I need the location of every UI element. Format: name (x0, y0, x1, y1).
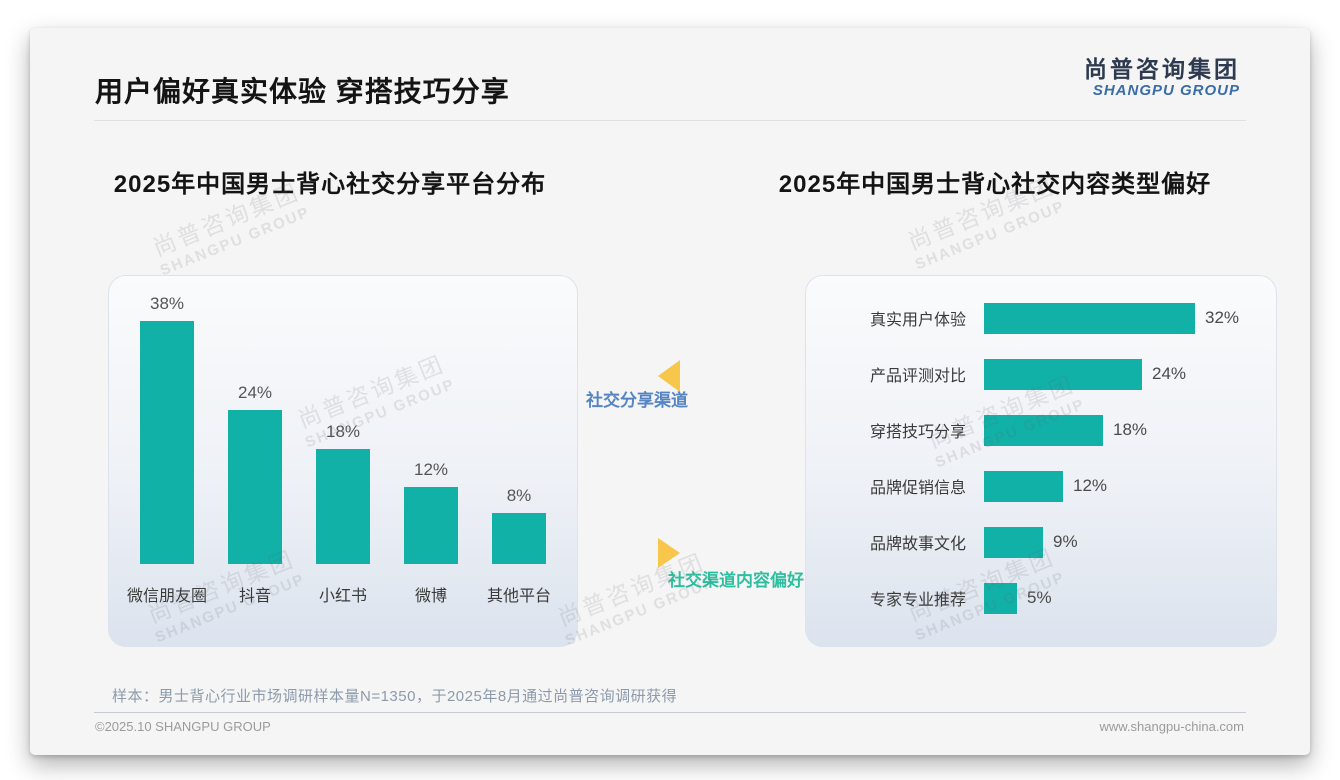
bar-category-label: 小红书 (318, 588, 367, 605)
chart-row: 品牌促销信息 12% (806, 470, 1276, 502)
chart-row: 穿搭技巧分享 18% (806, 414, 1276, 446)
bar (984, 470, 1063, 502)
bar (984, 358, 1142, 390)
chart-row: 产品评测对比 24% (806, 358, 1276, 390)
row-value-label: 24% (1152, 364, 1187, 383)
left-chart-bars: 38% 24% 18% 12% 8% (123, 294, 563, 564)
logo-chinese-text: 尚普咨询集团 (1084, 56, 1240, 82)
copyright-text: ©2025.10 SHANGPU GROUP (95, 719, 271, 734)
arrow-right-icon (658, 538, 680, 568)
bar-category-label: 其他平台 (486, 588, 551, 605)
content-preference-label: 社交渠道内容偏好 (668, 571, 804, 590)
row-value-label: 32% (1205, 308, 1240, 327)
company-logo: 尚普咨询集团 SHANGPU GROUP (1084, 56, 1240, 100)
bar (984, 582, 1017, 614)
left-chart-categories: 微信朋友圈 抖音 小红书 微博 其他平台 (123, 582, 563, 606)
bar (492, 513, 546, 564)
left-chart-panel: 38% 24% 18% 12% 8% 微信朋友圈 抖音 小红书 微博 其他平台 (108, 275, 578, 647)
bar-value-label: 18% (325, 422, 361, 441)
bar (984, 302, 1195, 334)
right-chart-title: 2025年中国男士背心社交内容类型偏好 (778, 171, 1212, 198)
bar-group: 12% (387, 460, 475, 564)
row-category-label: 产品评测对比 (870, 368, 967, 385)
bar (140, 321, 194, 564)
bar (984, 526, 1043, 558)
row-value-label: 5% (1027, 588, 1052, 607)
bar-category-label: 微信朋友圈 (126, 588, 207, 605)
page-title: 用户偏好真实体验 穿搭技巧分享 (95, 76, 510, 107)
left-chart-title: 2025年中国男士背心社交分享平台分布 (113, 171, 547, 198)
right-chart-rows: 真实用户体验 32% 产品评测对比 24% 穿搭技巧分享 18% 品牌促销信息 12% 品牌故事… (806, 302, 1276, 614)
footer-divider (94, 712, 1246, 713)
watermark-english: SHANGPU GROUP (912, 197, 1068, 274)
chart-row: 专家专业推荐 5% (806, 582, 1276, 614)
bar-value-label: 8% (506, 486, 532, 505)
bar (228, 410, 282, 564)
bar-group: 38% (123, 294, 211, 564)
row-category-label: 专家专业推荐 (870, 592, 967, 609)
row-category-label: 品牌促销信息 (870, 480, 967, 497)
header-divider (94, 120, 1246, 121)
chart-row: 品牌故事文化 9% (806, 526, 1276, 558)
sample-footnote: 样本：男士背心行业市场调研样本量N=1350，于2025年8月通过尚普咨询调研获… (112, 688, 678, 705)
slide-card: 用户偏好真实体验 穿搭技巧分享 尚普咨询集团 SHANGPU GROUP 202… (30, 28, 1310, 755)
logo-english-text: SHANGPU GROUP (1092, 82, 1240, 100)
row-value-label: 9% (1053, 532, 1078, 551)
bar (984, 414, 1103, 446)
chart-row: 真实用户体验 32% (806, 302, 1276, 334)
row-value-label: 12% (1073, 476, 1108, 495)
bar-value-label: 24% (237, 383, 273, 402)
website-text: www.shangpu-china.com (1099, 719, 1244, 734)
row-category-label: 品牌故事文化 (870, 536, 967, 553)
bar-group: 18% (299, 422, 387, 564)
bar-group: 8% (475, 486, 563, 564)
row-category-label: 真实用户体验 (870, 312, 967, 329)
watermark-english: SHANGPU GROUP (157, 203, 313, 280)
bar (316, 449, 370, 564)
bar-group: 24% (211, 383, 299, 564)
bar-value-label: 12% (413, 460, 449, 479)
arrow-left-icon (658, 360, 680, 392)
bar-category-label: 微博 (414, 588, 447, 605)
bar (404, 487, 458, 564)
row-category-label: 穿搭技巧分享 (870, 424, 967, 441)
bar-category-label: 抖音 (238, 588, 271, 605)
right-chart-panel: 真实用户体验 32% 产品评测对比 24% 穿搭技巧分享 18% 品牌促销信息 12% 品牌故事… (805, 275, 1277, 647)
bar-value-label: 38% (149, 294, 185, 313)
share-channel-label: 社交分享渠道 (586, 391, 688, 410)
row-value-label: 18% (1113, 420, 1148, 439)
